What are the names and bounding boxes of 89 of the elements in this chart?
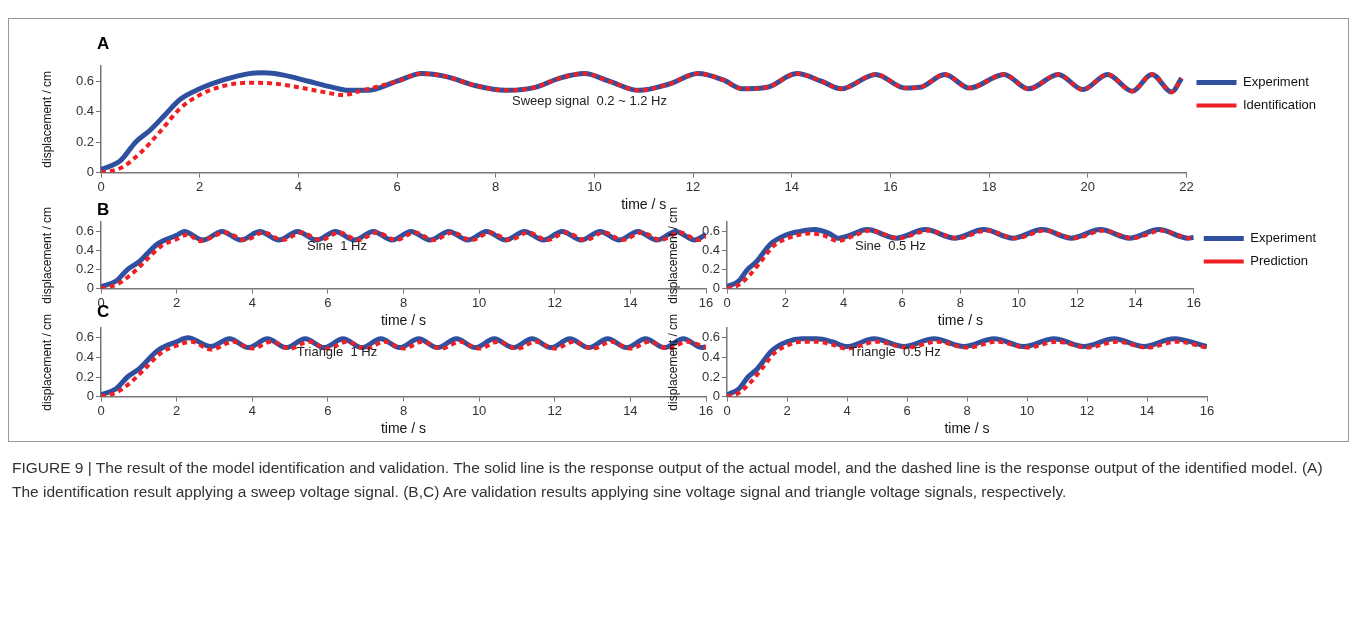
legend-label: Experiment	[1250, 230, 1317, 246]
x-tick-label: 8	[963, 402, 971, 418]
y-tick-label: 0.6	[701, 223, 720, 239]
x-tick-label: 8	[399, 294, 408, 310]
x-tick-label: 12	[685, 178, 701, 194]
y-tick-label: 0	[86, 280, 94, 296]
x-tick-label: 14	[784, 178, 800, 194]
x-tick-label: 2	[781, 294, 789, 310]
y-axis-title: displacement / cm	[39, 313, 54, 411]
x-tick-label: 2	[173, 402, 181, 418]
legend-label: Prediction	[1250, 253, 1309, 269]
x-tick-label: 14	[1139, 402, 1155, 418]
y-axis-title: displacement / cm	[39, 206, 54, 304]
annotation: Triangle 1 Hz	[296, 344, 378, 360]
x-tick-label: 0	[97, 402, 105, 418]
x-tick-label: 14	[623, 294, 638, 310]
y-tick-label: 0.2	[75, 368, 94, 384]
x-tick-label: 12	[1069, 294, 1085, 310]
x-tick-label: 8	[492, 178, 500, 194]
x-tick-label: 2	[196, 178, 204, 194]
y-tick-label: 0.2	[701, 368, 720, 384]
y-axis-title: displacement / cm	[665, 313, 680, 411]
x-tick-label: 4	[294, 178, 302, 194]
x-tick-label: 0	[723, 294, 731, 310]
x-tick-label: 10	[587, 178, 602, 194]
x-tick-label: 12	[547, 402, 562, 418]
x-tick-label: 16	[1199, 402, 1215, 418]
x-tick-label: 6	[903, 402, 911, 418]
y-tick-label: 0.4	[75, 348, 94, 364]
x-tick-label: 4	[843, 402, 851, 418]
x-tick-label: 4	[248, 402, 256, 418]
x-tick-label: 4	[840, 294, 848, 310]
x-tick-label: 6	[898, 294, 906, 310]
text: B	[97, 200, 110, 220]
annotation: Sweep signal 0.2 ~ 1.2 Hz	[511, 92, 667, 108]
x-tick-label: 8	[399, 402, 408, 418]
x-tick-label: 0	[723, 402, 731, 418]
y-axis-title: displacement / cm	[39, 70, 54, 168]
y-tick-label: 0.4	[701, 348, 720, 364]
x-axis-title: time / s	[937, 312, 983, 329]
x-tick-label: 8	[956, 294, 964, 310]
x-tick-label: 16	[698, 294, 714, 310]
x-tick-label: 4	[248, 294, 256, 310]
x-tick-label: 16	[883, 178, 898, 194]
x-axis-title: time / s	[380, 420, 427, 437]
y-tick-label: 0.2	[701, 261, 720, 277]
y-tick-label: 0.6	[75, 329, 94, 345]
x-tick-label: 20	[1080, 178, 1096, 194]
x-tick-label: 10	[1019, 402, 1035, 418]
y-tick-label: 0.4	[75, 103, 94, 119]
x-tick-label: 18	[981, 178, 997, 194]
x-tick-label: 10	[471, 294, 487, 310]
x-tick-label: 6	[324, 294, 332, 310]
y-tick-label: 0.6	[75, 72, 94, 88]
y-tick-label: 0	[712, 280, 720, 296]
x-tick-label: 6	[324, 402, 332, 418]
annotation: Triangle 0.5 Hz	[849, 344, 941, 360]
y-tick-label: 0.2	[75, 133, 94, 149]
x-tick-label: 12	[1079, 402, 1095, 418]
y-tick-label: 0.6	[701, 329, 720, 345]
y-tick-label: 0	[712, 388, 720, 404]
annotation: Sine 1 Hz	[306, 237, 367, 253]
y-tick-label: 0	[86, 388, 94, 404]
x-tick-label: 16	[698, 402, 714, 418]
x-tick-label: 14	[623, 402, 638, 418]
x-axis-title: time / s	[944, 420, 990, 437]
x-tick-label: 0	[97, 178, 105, 194]
x-tick-label: 22	[1179, 178, 1194, 194]
x-tick-label: 2	[783, 402, 791, 418]
annotation: Sine 0.5 Hz	[854, 237, 926, 253]
y-tick-label: 0	[86, 164, 94, 180]
x-tick-label: 6	[393, 178, 401, 194]
text: A	[97, 34, 110, 54]
x-axis-title: time / s	[621, 196, 667, 213]
x-tick-label: 2	[173, 294, 181, 310]
y-axis-title: displacement / cm	[665, 206, 680, 304]
x-tick-label: 10	[471, 402, 487, 418]
caption: FIGURE 9 | The result of the model identification and validation. The solid line is the response output of the actual model, and the dashed line is the response output of the identified model. (A) The identification result applying a sweep voltage signal. (B,C) Are validation results applying sine voltage signal and triangle voltage signals, respectively.	[12, 458, 1324, 502]
y-tick-label: 0.2	[75, 261, 94, 277]
x-tick-label: 14	[1128, 294, 1143, 310]
y-tick-label: 0.4	[701, 242, 720, 258]
legend-label: Identification	[1243, 97, 1317, 113]
legend-label: Experiment	[1243, 74, 1310, 90]
x-tick-label: 16	[1186, 294, 1201, 310]
x-tick-label: 10	[1011, 294, 1026, 310]
x-tick-label: 12	[547, 294, 562, 310]
y-tick-label: 0.6	[75, 223, 94, 239]
x-axis-title: time / s	[380, 312, 427, 329]
y-tick-label: 0.4	[75, 242, 94, 258]
